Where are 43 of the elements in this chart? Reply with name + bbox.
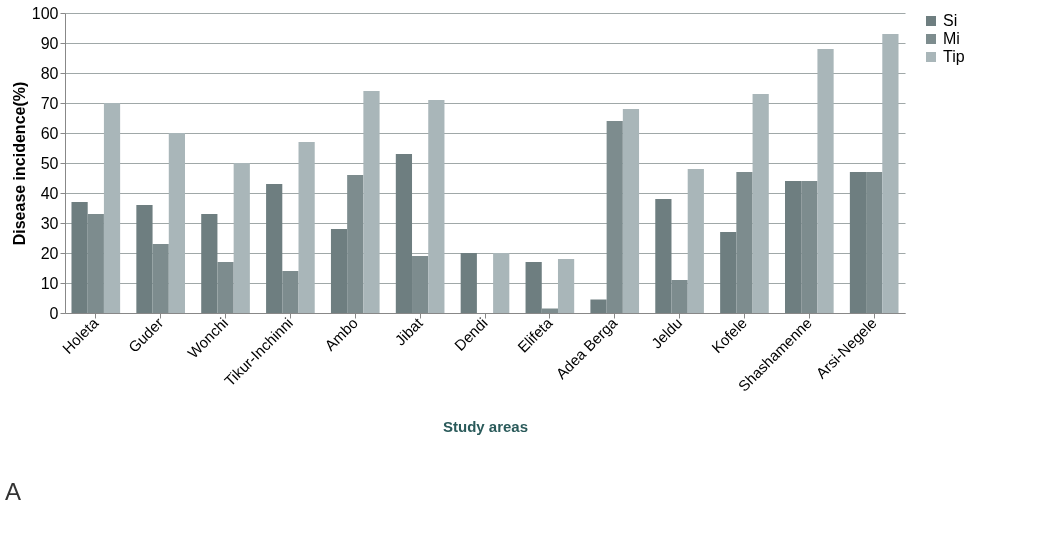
bar	[363, 91, 380, 313]
x-axis-title: Study areas	[442, 417, 529, 435]
y-tick-label: 20	[40, 244, 59, 262]
bar	[557, 259, 575, 313]
bar	[785, 181, 802, 313]
legend-label: Tip	[943, 48, 965, 65]
legend-label: Si	[943, 12, 958, 29]
bar	[525, 262, 542, 313]
bar	[493, 253, 510, 313]
y-axis-title: Disease incidence(%)	[10, 81, 28, 246]
bar	[395, 154, 413, 313]
y-tick-label: 80	[40, 64, 59, 82]
text: A	[5, 478, 22, 505]
y-tick-label: 100	[31, 4, 59, 22]
bar	[233, 163, 250, 313]
bar	[460, 253, 477, 313]
y-tick-label: 50	[40, 154, 59, 172]
bar	[655, 199, 672, 313]
bar	[103, 103, 121, 313]
y-tick-label: 0	[49, 304, 59, 322]
bar	[817, 49, 834, 313]
bar	[687, 169, 704, 313]
y-tick-label: 10	[40, 274, 59, 292]
bar	[168, 133, 185, 313]
y-tick-label: 90	[40, 34, 59, 52]
bar	[590, 299, 607, 313]
bar	[720, 232, 737, 313]
bar	[622, 109, 640, 313]
bar	[752, 94, 769, 313]
bar	[201, 214, 218, 313]
bar	[71, 202, 88, 313]
bar	[266, 184, 283, 313]
y-tick-label: 60	[40, 124, 59, 142]
bar	[136, 205, 153, 313]
y-tick-label: 70	[40, 94, 59, 112]
legend-label: Mi	[943, 30, 960, 47]
y-tick-label: 40	[40, 184, 59, 202]
bar	[882, 34, 899, 313]
bar	[428, 100, 445, 313]
bar	[298, 142, 315, 313]
y-tick-label: 30	[40, 214, 59, 232]
bar	[849, 172, 867, 313]
bar	[330, 229, 348, 313]
